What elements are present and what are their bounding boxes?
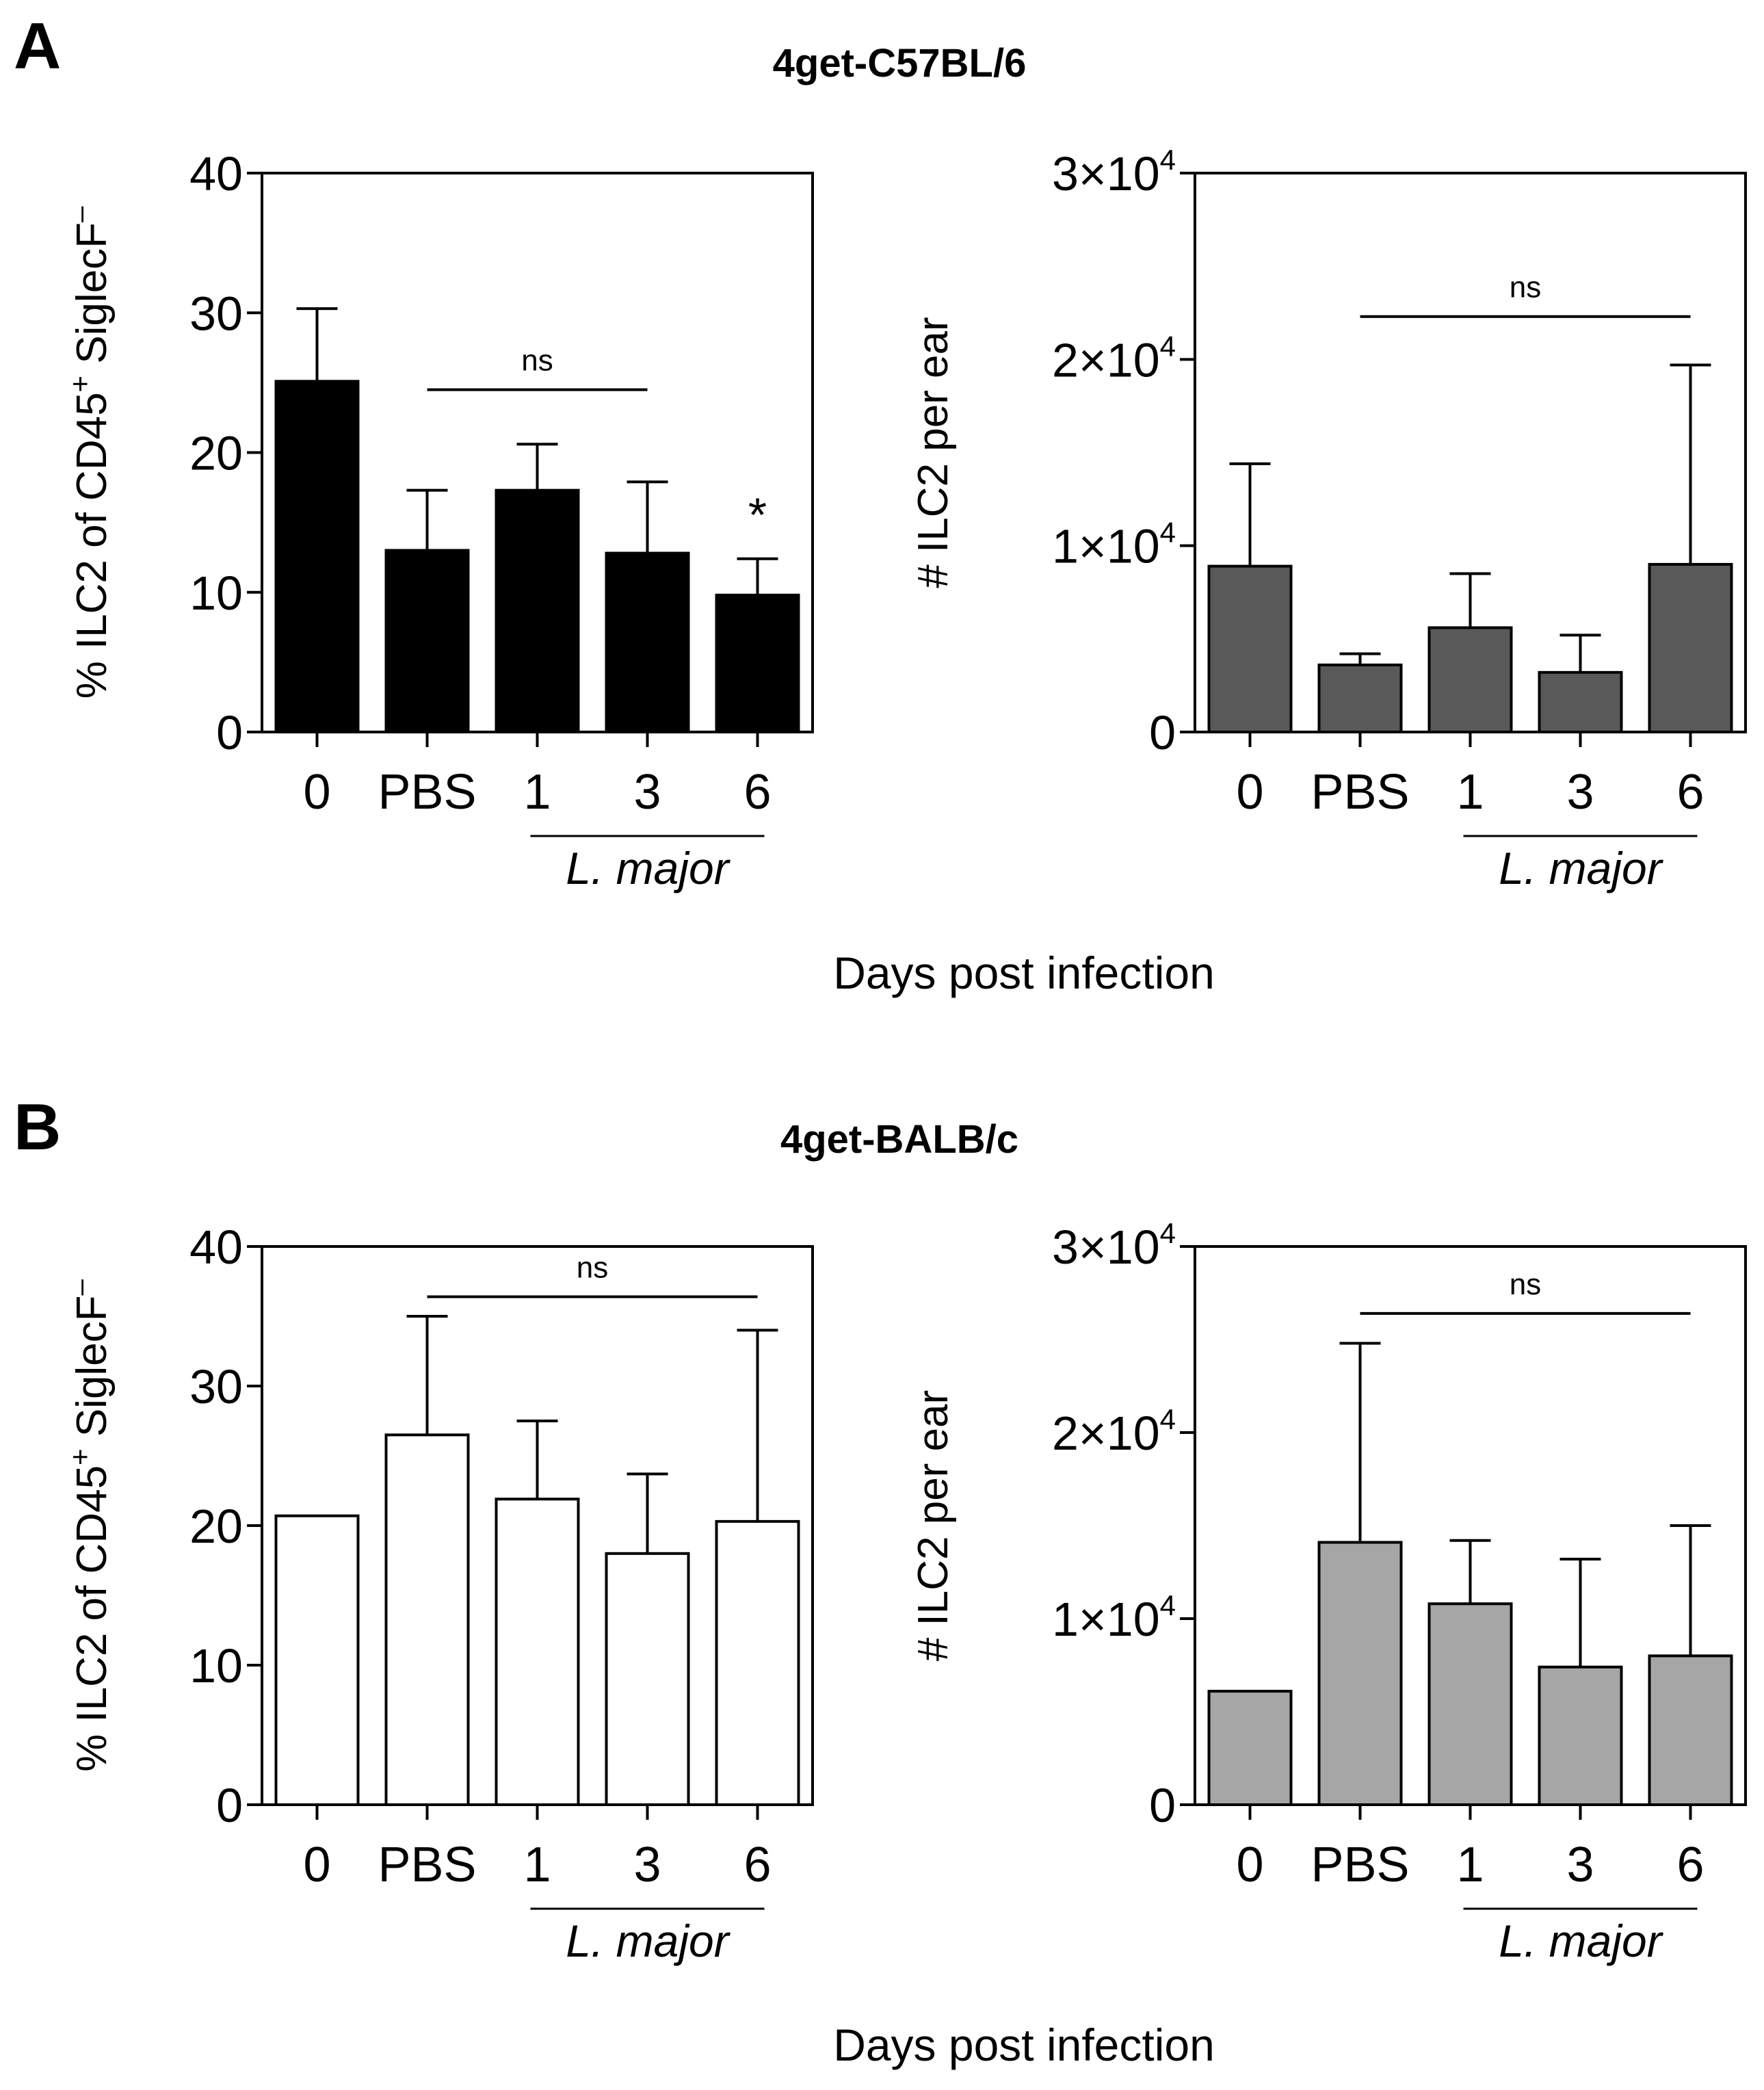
y-axis-label: % ILC2 of CD45+ SiglecF– [64, 1279, 116, 1772]
y-tick-label: 30 [189, 1360, 243, 1413]
bar-6 [1648, 1654, 1733, 1806]
bar-1 [1427, 626, 1513, 734]
x-category-label: 6 [1676, 1838, 1704, 1892]
chart-a-percent: 0 10 20 30 40 0 PBS 1 3 6 L. major ns * % ILC2 of CD4… [64, 147, 814, 893]
y-tick-label: 0 [216, 706, 243, 759]
x-category-label: PBS [378, 765, 476, 820]
y-axis-label: # ILC2 per ear [910, 317, 957, 588]
chart-b-percent: 0 10 20 30 40 0 PBS 1 3 6 L. major ns % ILC2 of CD45… [64, 1220, 814, 1966]
y-tick-label: 0 [1149, 706, 1176, 759]
bar-1 [495, 1498, 580, 1806]
significance-label: ns [1510, 1268, 1541, 1301]
x-category-label: 1 [1456, 765, 1484, 820]
y-tick-label: 2×104 [1052, 1403, 1176, 1460]
y-tick-label: 1×104 [1052, 517, 1176, 573]
x-category-label: 3 [1566, 765, 1594, 820]
y-tick-label: 30 [189, 287, 243, 340]
x-category-label: 0 [1236, 1838, 1263, 1892]
significance-label: ns [521, 344, 553, 378]
bar-pbs [1317, 1541, 1403, 1806]
significance-star: * [748, 488, 767, 542]
bar-0 [1207, 564, 1293, 734]
significance-label: ns [577, 1251, 608, 1284]
panel-title-b: 4get-BALB/c [780, 1117, 1018, 1162]
bar-3 [605, 1552, 690, 1807]
panel-letter-b: B [14, 1090, 61, 1164]
x-category-label: 0 [303, 1838, 330, 1892]
bar-0 [1207, 1690, 1293, 1807]
bar-3 [1538, 670, 1623, 733]
x-category-label: PBS [1311, 765, 1409, 820]
bar-pbs [384, 549, 470, 733]
x-category-label: PBS [1311, 1838, 1409, 1892]
significance-label: ns [1510, 271, 1541, 304]
bar-1 [1427, 1602, 1513, 1806]
y-tick-label: 20 [189, 427, 243, 480]
bar-pbs [384, 1433, 470, 1806]
y-tick-label: 2×104 [1052, 330, 1176, 387]
x-axis-title-b: Days post infection [833, 2020, 1215, 2070]
chart-b-count: 0 1×104 2×104 3×104 0 PBS 1 3 6 L. major ns # ILC2 … [910, 1217, 1747, 1966]
group-label: L. major [1499, 843, 1663, 893]
bar-0 [274, 380, 360, 733]
bar-pbs [1317, 663, 1403, 734]
group-label: L. major [1499, 1916, 1663, 1966]
chart-a-count: 0 1×104 2×104 3×104 0 PBS 1 3 6 L. major ns # ILC2 … [910, 144, 1747, 893]
x-category-label: 6 [1676, 765, 1704, 820]
y-axis-label: % ILC2 of CD45+ SiglecF– [64, 206, 116, 699]
bar-6 [715, 1519, 800, 1806]
x-category-label: 1 [523, 1838, 551, 1892]
y-tick-label: 1×104 [1052, 1589, 1176, 1646]
y-tick-label: 3×104 [1052, 144, 1176, 200]
x-category-label: 0 [1236, 765, 1263, 820]
y-tick-label: 40 [189, 147, 243, 200]
x-category-label: 6 [743, 765, 771, 820]
bar-1 [495, 488, 580, 734]
x-category-label: 3 [633, 1838, 661, 1892]
group-label: L. major [566, 1916, 730, 1966]
x-category-label: 1 [523, 765, 551, 820]
y-tick-label: 3×104 [1052, 1217, 1176, 1274]
y-tick-label: 0 [1149, 1779, 1176, 1832]
x-category-label: PBS [378, 1838, 476, 1892]
panel-letter-a: A [14, 10, 61, 83]
bar-6 [1648, 562, 1733, 734]
y-tick-label: 10 [189, 1639, 243, 1693]
x-category-label: 0 [303, 765, 330, 820]
bar-3 [605, 551, 690, 733]
y-tick-label: 20 [189, 1500, 243, 1553]
y-axis-label: # ILC2 per ear [910, 1390, 957, 1661]
y-tick-label: 10 [189, 566, 243, 620]
x-category-label: 6 [743, 1838, 771, 1892]
bar-3 [1538, 1665, 1623, 1806]
x-category-label: 3 [633, 765, 661, 820]
x-category-label: 1 [1456, 1838, 1484, 1892]
panel-title-a: 4get-C57BL/6 [773, 41, 1027, 86]
bar-6 [715, 593, 800, 734]
y-tick-label: 0 [216, 1779, 243, 1832]
x-axis-title-a: Days post infection [833, 948, 1215, 998]
bar-0 [274, 1514, 360, 1806]
y-tick-label: 40 [189, 1220, 243, 1274]
x-category-label: 3 [1566, 1838, 1594, 1892]
group-label: L. major [566, 843, 730, 893]
